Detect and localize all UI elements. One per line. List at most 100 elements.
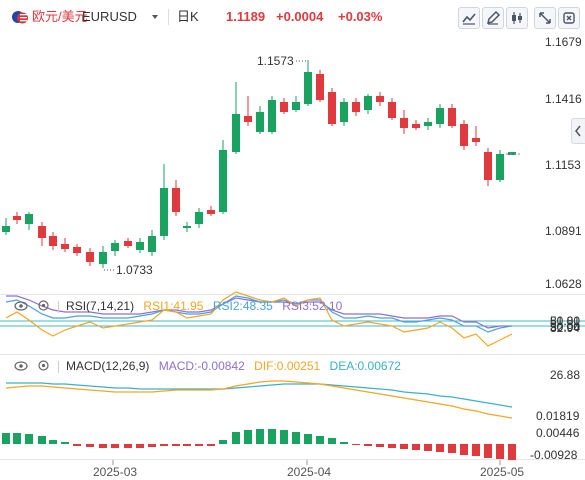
- divider: [168, 9, 169, 25]
- candle-body: [172, 188, 180, 212]
- candle-body: [496, 154, 504, 180]
- macd-bar: [99, 444, 107, 448]
- price-tick: 1.1416: [545, 92, 582, 106]
- macd-bar: [412, 444, 420, 450]
- macd-bar: [49, 440, 57, 444]
- macd-lines: [5, 380, 513, 419]
- candle-body: [484, 152, 492, 180]
- indicator-button[interactable]: [458, 7, 480, 29]
- price-change-percent: +0.03%: [338, 9, 383, 24]
- eye-icon[interactable]: [14, 360, 28, 375]
- macd-tick: 0.00446: [536, 426, 580, 440]
- macd-bar: [376, 444, 384, 447]
- candle-body: [472, 138, 480, 142]
- candle-body: [148, 236, 156, 252]
- candle-body: [136, 242, 144, 250]
- rsi1-value: RSI1:41.95: [143, 299, 204, 314]
- symbol-code[interactable]: EURUSD: [82, 9, 137, 24]
- candle-body: [232, 114, 240, 152]
- expand-icon: [539, 12, 551, 24]
- candle-body: [73, 247, 81, 253]
- rsi-tick: 51.81: [550, 314, 580, 328]
- candle-body: [160, 188, 168, 236]
- price-axis: 1.1679 1.1416 1.1153 1.0891 1.0628: [545, 35, 582, 291]
- macd-bar: [207, 444, 215, 446]
- macd-bar: [25, 434, 33, 444]
- macd-bar: [195, 444, 203, 446]
- candle-body: [256, 112, 264, 132]
- macd-tick: -0.00928: [530, 448, 578, 462]
- macd-bar: [219, 440, 227, 444]
- candle-body: [424, 122, 432, 126]
- chevron-left-icon: [575, 125, 581, 137]
- dif-line: [5, 380, 513, 419]
- price-tick: 1.0628: [545, 277, 582, 291]
- macd-bar: [508, 444, 516, 460]
- macd-tick: 0.01819: [536, 409, 580, 423]
- candlestick-series: [2, 60, 516, 268]
- price-chart[interactable]: 1.1573 1.0733 1.1679 1.1416 1.1153 1.089…: [0, 34, 585, 480]
- candle-body: [280, 102, 288, 112]
- price-tick: 1.1153: [545, 158, 581, 172]
- settings-icon: [563, 12, 575, 24]
- macd-bar: [388, 444, 396, 448]
- gear-icon[interactable]: [37, 359, 50, 375]
- rsi-series: [5, 291, 513, 347]
- time-axis: 2025-03 2025-04 2025-05: [93, 460, 524, 479]
- macd-bar: [61, 442, 69, 444]
- macd-bar: [111, 444, 119, 448]
- time-tick: 2025-05: [480, 465, 524, 479]
- symbol-name[interactable]: 欧元/美元: [32, 9, 88, 24]
- candle-body: [195, 212, 203, 224]
- macd-bar: [124, 444, 132, 448]
- candle-body: [124, 241, 132, 246]
- macd-value: MACD:-0.00842: [158, 359, 245, 374]
- price-change: +0.0004: [276, 9, 324, 24]
- candle-body: [388, 102, 396, 118]
- side-panel-toggle[interactable]: [571, 118, 585, 144]
- gear-icon[interactable]: [37, 299, 50, 315]
- candle-body: [207, 210, 215, 214]
- macd-bar: [86, 444, 94, 447]
- price-tick: 1.1679: [545, 35, 582, 49]
- candle-body: [99, 252, 107, 264]
- candle-style-icon: [512, 12, 522, 24]
- rsi2-line: [5, 295, 513, 333]
- macd-bar: [400, 444, 408, 449]
- macd-bar: [160, 444, 168, 446]
- price-tick: 1.0891: [545, 224, 582, 238]
- rsi-legend: RSI(7,14,21) RSI1:41.95 RSI2:48.35 RSI3:…: [14, 299, 342, 315]
- candle-body: [448, 108, 456, 126]
- macd-bar: [316, 436, 324, 444]
- candle-style-button[interactable]: [506, 7, 528, 29]
- chevron-down-icon[interactable]: [152, 15, 158, 19]
- draw-pen-icon: [486, 10, 501, 25]
- macd-histogram: [2, 429, 516, 460]
- rsi-tick: 80.00: [550, 314, 580, 328]
- macd-bar: [460, 444, 468, 455]
- period-selector[interactable]: 日K: [177, 9, 199, 24]
- candle-body: [244, 116, 252, 122]
- high-label: 1.1573: [257, 54, 294, 68]
- candle-body: [436, 108, 444, 124]
- candle-body: [340, 102, 348, 122]
- macd-bar: [256, 429, 264, 444]
- macd-bar: [304, 434, 312, 444]
- macd-axis: 0.01819 0.00446 -0.00928: [530, 409, 580, 462]
- expand-button[interactable]: [534, 7, 556, 29]
- rsi3-value: RSI3:52.10: [282, 299, 343, 314]
- settings-button[interactable]: [558, 7, 580, 29]
- rsi2-value: RSI2:48.35: [212, 299, 273, 314]
- chart-header: 欧元/美元 EURUSD 日K 1.1189 +0.0004 +0.03%: [0, 0, 585, 34]
- low-label: 1.0733: [116, 263, 153, 277]
- candle-body: [328, 92, 336, 124]
- eu-us-flag-icon: [12, 11, 28, 24]
- macd-bar: [496, 444, 504, 459]
- draw-button[interactable]: [482, 7, 504, 29]
- macd-bar: [340, 442, 348, 444]
- candle-body: [292, 102, 300, 110]
- eye-icon[interactable]: [14, 300, 28, 315]
- macd-bar: [352, 444, 360, 445]
- macd-bar: [232, 432, 240, 444]
- candle-body: [49, 236, 57, 246]
